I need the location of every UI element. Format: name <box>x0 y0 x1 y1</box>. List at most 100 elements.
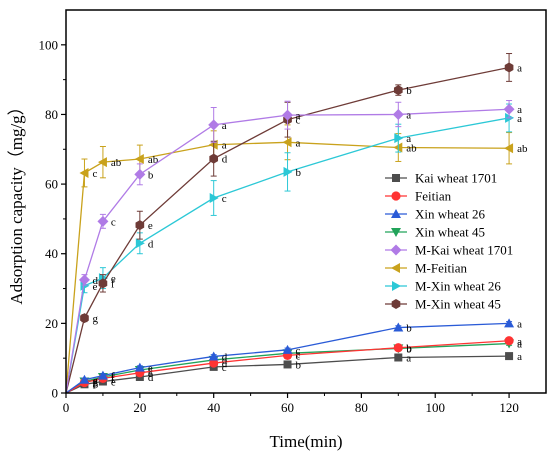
series-line <box>65 108 510 394</box>
legend-marker <box>392 281 401 291</box>
significance-label: d <box>222 355 228 367</box>
legend-label: Kai wheat 1701 <box>415 171 497 186</box>
significance-label: a <box>517 351 522 363</box>
data-point <box>393 322 404 332</box>
significance-label: c <box>296 115 301 127</box>
legend-label: Xin wheat 26 <box>415 207 486 222</box>
data-point <box>282 109 294 121</box>
data-point <box>393 85 403 96</box>
data-point <box>208 119 220 131</box>
data-point <box>394 133 404 144</box>
x-tick-label: 60 <box>281 400 294 415</box>
significance-label: e <box>111 377 116 389</box>
significance-label: d <box>148 238 154 250</box>
significance-label: a <box>517 339 522 351</box>
data-point <box>504 336 514 346</box>
significance-label: e <box>111 273 116 285</box>
significance-label: c <box>222 193 227 205</box>
data-point <box>97 215 109 227</box>
data-point <box>504 318 515 328</box>
data-point <box>504 62 514 73</box>
series-line <box>65 66 510 394</box>
significance-label: d <box>222 351 228 363</box>
series-line <box>65 117 510 394</box>
x-tick-label: 0 <box>63 400 70 415</box>
x-tick-label: 80 <box>355 400 368 415</box>
significance-label: c <box>296 345 301 357</box>
significance-label: b <box>296 167 302 179</box>
significance-label: f <box>111 278 115 290</box>
legend: Kai wheat 1701 Feitian Xin wheat 26 Xin whe… <box>385 171 513 312</box>
significance-label: a <box>517 113 522 125</box>
data-point <box>135 238 145 249</box>
significance-label: c <box>111 216 116 228</box>
data-point <box>134 362 145 372</box>
data-point <box>504 143 514 154</box>
data-point <box>80 313 89 324</box>
data-point <box>135 220 145 231</box>
data-point <box>208 351 219 361</box>
significance-label: e <box>148 220 153 232</box>
significance-label: a <box>222 120 227 132</box>
significance-label: b <box>406 85 412 97</box>
y-tick-label: 60 <box>45 177 58 192</box>
significance-label: b <box>296 359 302 371</box>
significance-label: b <box>406 323 412 335</box>
significance-label: a <box>296 110 301 122</box>
data-point <box>283 166 293 177</box>
y-axis-title: Adsorption capacity（mg/g） <box>7 98 26 304</box>
significance-label: a <box>406 352 411 364</box>
significance-label: b <box>406 343 412 355</box>
data-point <box>97 157 107 168</box>
significance-label: a <box>517 336 522 348</box>
significance-label: f <box>111 371 115 383</box>
x-axis-title: Time(min) <box>269 432 342 451</box>
significance-label: f <box>92 378 96 390</box>
legend-marker <box>391 209 401 218</box>
x-tick-label: 120 <box>499 400 519 415</box>
ticks-layer: 0 20 40 60 80 100 120 0 20 40 60 80 100 <box>39 37 519 415</box>
significance-label: f <box>111 373 115 385</box>
legend-marker <box>391 228 401 237</box>
data-point <box>505 352 514 361</box>
significance-label: g <box>92 313 98 325</box>
y-tick-label: 40 <box>45 246 58 261</box>
data-point <box>283 360 292 369</box>
legend-label: M-Feitian <box>415 261 467 276</box>
significance-label: ab <box>111 157 122 169</box>
significance-label: e <box>92 281 97 293</box>
series-line <box>65 322 510 394</box>
data-point <box>79 374 90 384</box>
legend-label: Feitian <box>415 189 452 204</box>
data-point <box>78 274 90 286</box>
axes-layer <box>65 9 547 394</box>
significance-label: d <box>148 372 154 384</box>
legend-marker <box>391 191 401 201</box>
y-tick-label: 0 <box>52 386 59 401</box>
significance-label: c <box>92 168 97 180</box>
data-point <box>134 168 146 180</box>
significance-label: ab <box>517 143 528 155</box>
legend-marker <box>390 244 402 256</box>
data-point <box>79 167 89 178</box>
data-point <box>134 154 144 165</box>
data-point <box>209 358 219 368</box>
significance-label: c <box>296 350 301 362</box>
x-tick-label: 100 <box>425 400 445 415</box>
y-tick-label: 20 <box>45 316 58 331</box>
data-point <box>282 344 293 354</box>
y-tick-label: 80 <box>45 107 58 122</box>
significance-label: ab <box>406 143 417 155</box>
significance-label: a <box>296 137 301 149</box>
significance-label: b <box>148 169 154 181</box>
legend-label: M-Xin wheat 45 <box>415 297 501 312</box>
significance-label: f <box>92 379 96 391</box>
data-point <box>209 153 219 164</box>
legend-marker <box>391 263 400 273</box>
